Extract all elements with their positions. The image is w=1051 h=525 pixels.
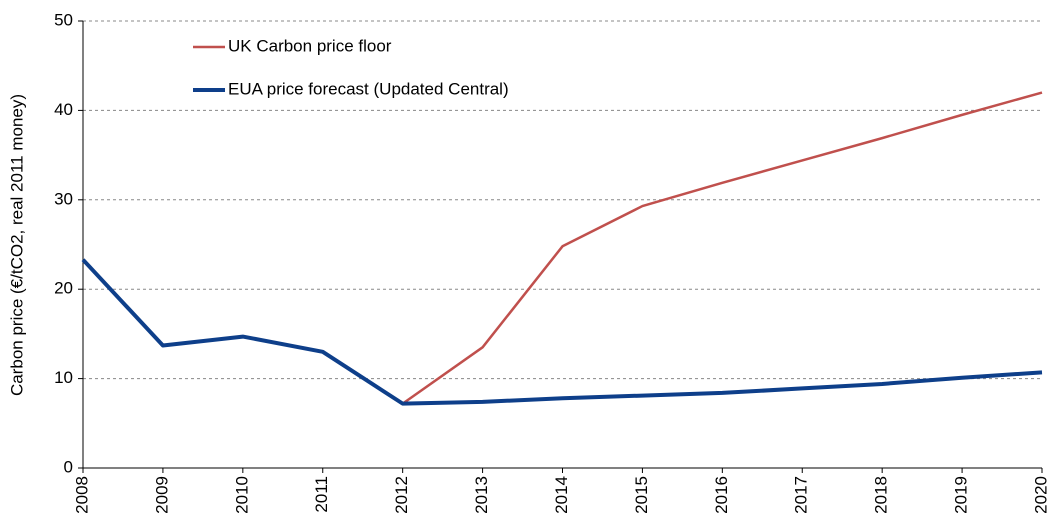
y-tick-label: 10 (54, 368, 73, 387)
x-tick-label: 2020 (1031, 476, 1050, 514)
x-tick-label: 2015 (632, 476, 651, 514)
y-tick-label: 50 (54, 10, 73, 29)
y-tick-label: 0 (64, 457, 73, 476)
x-tick-label: 2012 (392, 476, 411, 514)
x-tick-label: 2010 (232, 476, 251, 514)
x-tick-label: 2018 (872, 476, 891, 514)
legend-label: EUA price forecast (Updated Central) (228, 79, 509, 98)
series-line (81, 258, 1043, 406)
x-tick-label: 2009 (152, 476, 171, 514)
x-tick-label: 2008 (72, 476, 91, 514)
y-tick-label: 20 (54, 279, 73, 298)
x-tick-label: 2011 (312, 476, 331, 513)
y-axis-label: Carbon price (€/tCO2, real 2011 money) (7, 94, 26, 396)
x-tick-label: 2013 (472, 476, 491, 514)
y-tick-label: 40 (54, 100, 73, 119)
x-tick-label: 2017 (792, 476, 811, 514)
x-tick-label: 2016 (712, 476, 731, 514)
series-line (401, 91, 1043, 405)
legend-label: UK Carbon price floor (228, 36, 392, 55)
x-tick-label: 2014 (552, 476, 571, 514)
x-tick-label: 2019 (952, 476, 971, 514)
y-tick-label: 30 (54, 189, 73, 208)
